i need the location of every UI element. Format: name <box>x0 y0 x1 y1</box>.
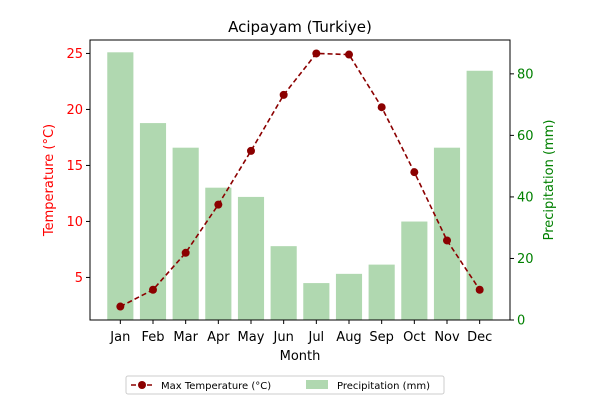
right-axis-tick-label: 20 <box>517 252 534 267</box>
temperature-axis: 5 10 15 20 25 <box>66 47 90 286</box>
x-axis-tick-label: Oct <box>403 330 425 345</box>
left-axis-tick-label: 5 <box>75 271 83 286</box>
left-axis-tick-label: 15 <box>66 159 83 174</box>
temperature-point <box>410 168 419 177</box>
left-axis-tick-label: 25 <box>66 47 83 62</box>
month-axis: Jan Feb Mar Apr May Jun Jul Aug Sep Oct Nov Dec <box>109 320 492 345</box>
legend-precipitation-swatch <box>306 380 328 389</box>
left-axis-tick-label: 20 <box>66 103 83 118</box>
legend-temperature-swatch-marker <box>138 381 146 389</box>
temperature-point <box>443 236 451 245</box>
left-axis-tick-label: 10 <box>66 215 83 230</box>
temperature-point <box>149 285 157 294</box>
precipitation-bar <box>303 283 330 320</box>
temperature-point <box>116 302 125 311</box>
x-axis-tick-label: Dec <box>467 330 492 345</box>
x-axis-tick-label: Sep <box>369 330 394 345</box>
x-axis-tick-label: Feb <box>141 330 164 345</box>
plot-frame <box>89 39 511 321</box>
precipitation-bar <box>237 196 265 320</box>
precipitation-bar <box>466 70 493 321</box>
right-axis-tick-label: 80 <box>517 67 534 82</box>
x-axis-tick-label: May <box>238 330 265 345</box>
temperature-point <box>279 90 288 99</box>
left-axis-title: Temperature (°C) <box>42 124 57 237</box>
legend-frame <box>125 375 445 395</box>
x-axis-tick-label: Apr <box>207 330 230 345</box>
x-axis-title: Month <box>280 349 321 364</box>
right-axis-tick-label: 0 <box>517 314 525 329</box>
temperature-point <box>377 103 386 112</box>
precipitation-bars <box>107 52 493 321</box>
chart-legend: Max Temperature (°C) Precipitation (mm) <box>125 375 445 395</box>
temperature-line-layer <box>116 49 484 311</box>
x-axis-tick-label: Jun <box>273 330 294 345</box>
right-axis-tick-label: 40 <box>517 190 534 205</box>
precipitation-bar <box>107 52 134 321</box>
temperature-point <box>312 49 321 58</box>
x-axis-tick-label: Mar <box>173 330 198 345</box>
precipitation-bar <box>205 187 232 320</box>
x-axis-tick-label: Nov <box>434 330 460 345</box>
precipitation-bar <box>401 221 428 320</box>
legend-precipitation-label: Precipitation (mm) <box>337 381 430 392</box>
right-axis-title: Precipitation (mm) <box>542 120 557 241</box>
temperature-line <box>119 52 481 308</box>
precipitation-bar <box>335 273 363 320</box>
temperature-point <box>181 248 190 257</box>
temperature-point <box>247 146 255 155</box>
precipitation-bar <box>368 264 395 320</box>
chart-title: Acipayam (Turkiye) <box>228 18 372 36</box>
x-axis-tick-label: Aug <box>336 330 361 345</box>
precipitation-bar <box>172 147 199 320</box>
temperature-point <box>214 200 223 209</box>
precipitation-axis: 0 20 40 60 80 <box>510 67 534 329</box>
x-axis-tick-label: Jul <box>307 330 324 345</box>
right-axis-tick-label: 60 <box>517 129 534 144</box>
temperature-point <box>475 285 484 294</box>
temperature-point <box>345 50 353 59</box>
precipitation-bar <box>270 246 297 320</box>
precipitation-bar <box>433 147 461 320</box>
x-axis-tick-label: Jan <box>109 330 130 345</box>
legend-temperature-label: Max Temperature (°C) <box>161 381 271 392</box>
